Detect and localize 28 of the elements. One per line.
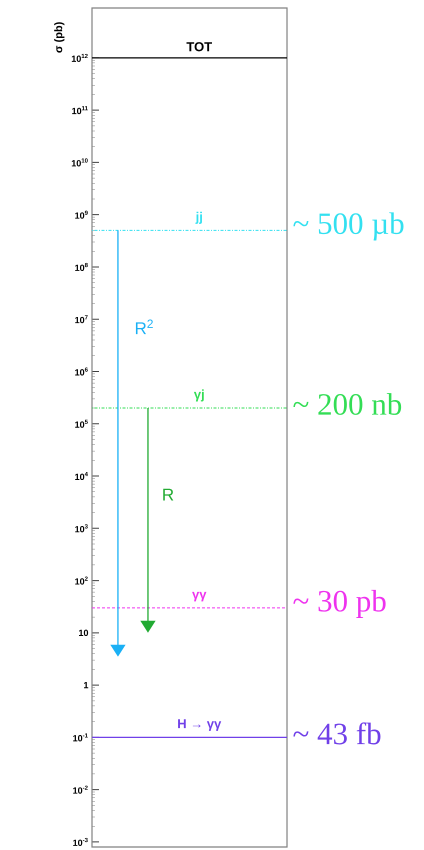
text: ~ 30 pb — [293, 590, 386, 618]
annotation: R$^{2}$ — [136, 320, 153, 334]
y-tick-label: 10$^{11}$ — [72, 106, 88, 114]
y-tick-label: 10$^{-1}$ — [73, 733, 88, 742]
text: ~ 43 fb — [293, 722, 380, 744]
ref-line-label: γj — [194, 389, 204, 402]
y-tick-label: 10$^{7}$ — [75, 315, 88, 324]
y-tick-label: 1 — [84, 682, 88, 688]
y-tick-label: 10$^{4}$ — [75, 472, 88, 480]
y-tick-label: 10$^{5}$ — [75, 420, 88, 428]
y-tick-label: 10$^{-3}$ — [73, 838, 88, 846]
text: ~ 500 µb — [293, 212, 404, 240]
ref-line-label: jj — [195, 212, 202, 224]
y-tick-label: 10$^{9}$ — [75, 210, 88, 219]
y-tick-label: 10$^{2}$ — [75, 576, 88, 585]
ref-line-label: TOT — [186, 42, 212, 52]
y-tick-label: 10 — [79, 630, 88, 636]
y-tick-label: 10$^{8}$ — [75, 262, 88, 272]
annotation: R — [163, 488, 174, 500]
ref-line-label: γγ — [192, 592, 206, 602]
y-axis-title: σ (pb) — [54, 22, 64, 53]
y-tick-label: 10$^{-2}$ — [73, 786, 88, 794]
text: ~ 200 nb — [293, 393, 402, 415]
ref-line-label: H → γγ — [178, 719, 222, 731]
y-tick-label: 10$^{10}$ — [72, 158, 88, 166]
y-tick-label: 10$^{3}$ — [75, 524, 88, 532]
y-tick-label: 10$^{6}$ — [75, 367, 88, 376]
y-tick-label: 10$^{12}$ — [72, 54, 88, 62]
